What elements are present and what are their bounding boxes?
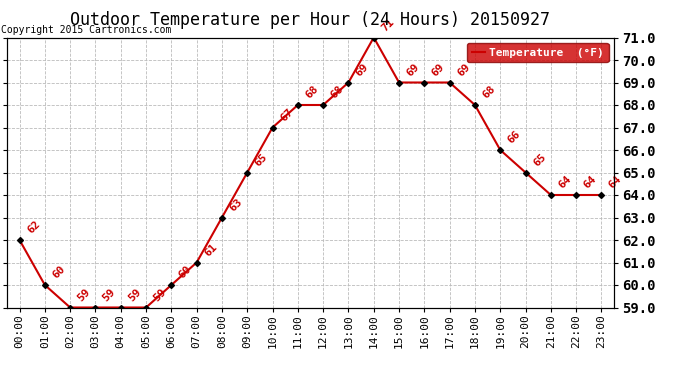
Text: 63: 63 bbox=[228, 197, 244, 213]
Text: 64: 64 bbox=[607, 174, 624, 191]
Text: 59: 59 bbox=[152, 287, 168, 303]
Text: 65: 65 bbox=[531, 152, 548, 168]
Text: 62: 62 bbox=[25, 219, 41, 236]
Text: Copyright 2015 Cartronics.com: Copyright 2015 Cartronics.com bbox=[1, 25, 171, 35]
Text: 64: 64 bbox=[556, 174, 573, 191]
Text: 67: 67 bbox=[278, 107, 295, 123]
Text: 59: 59 bbox=[76, 287, 92, 303]
Text: Outdoor Temperature per Hour (24 Hours) 20150927: Outdoor Temperature per Hour (24 Hours) … bbox=[70, 11, 551, 29]
Text: 59: 59 bbox=[126, 287, 143, 303]
Text: 59: 59 bbox=[101, 287, 117, 303]
Text: 66: 66 bbox=[506, 129, 522, 146]
Text: 64: 64 bbox=[582, 174, 598, 191]
Text: 69: 69 bbox=[404, 62, 421, 78]
Text: 69: 69 bbox=[455, 62, 472, 78]
Text: 61: 61 bbox=[202, 242, 219, 258]
Text: 68: 68 bbox=[480, 84, 497, 101]
Text: 71: 71 bbox=[380, 17, 396, 33]
Text: 69: 69 bbox=[430, 62, 446, 78]
Text: 60: 60 bbox=[50, 264, 67, 281]
Text: 60: 60 bbox=[177, 264, 193, 281]
Text: 65: 65 bbox=[253, 152, 269, 168]
Text: 68: 68 bbox=[304, 84, 320, 101]
Text: 68: 68 bbox=[328, 84, 345, 101]
Text: 69: 69 bbox=[354, 62, 371, 78]
Legend: Temperature  (°F): Temperature (°F) bbox=[467, 43, 609, 62]
